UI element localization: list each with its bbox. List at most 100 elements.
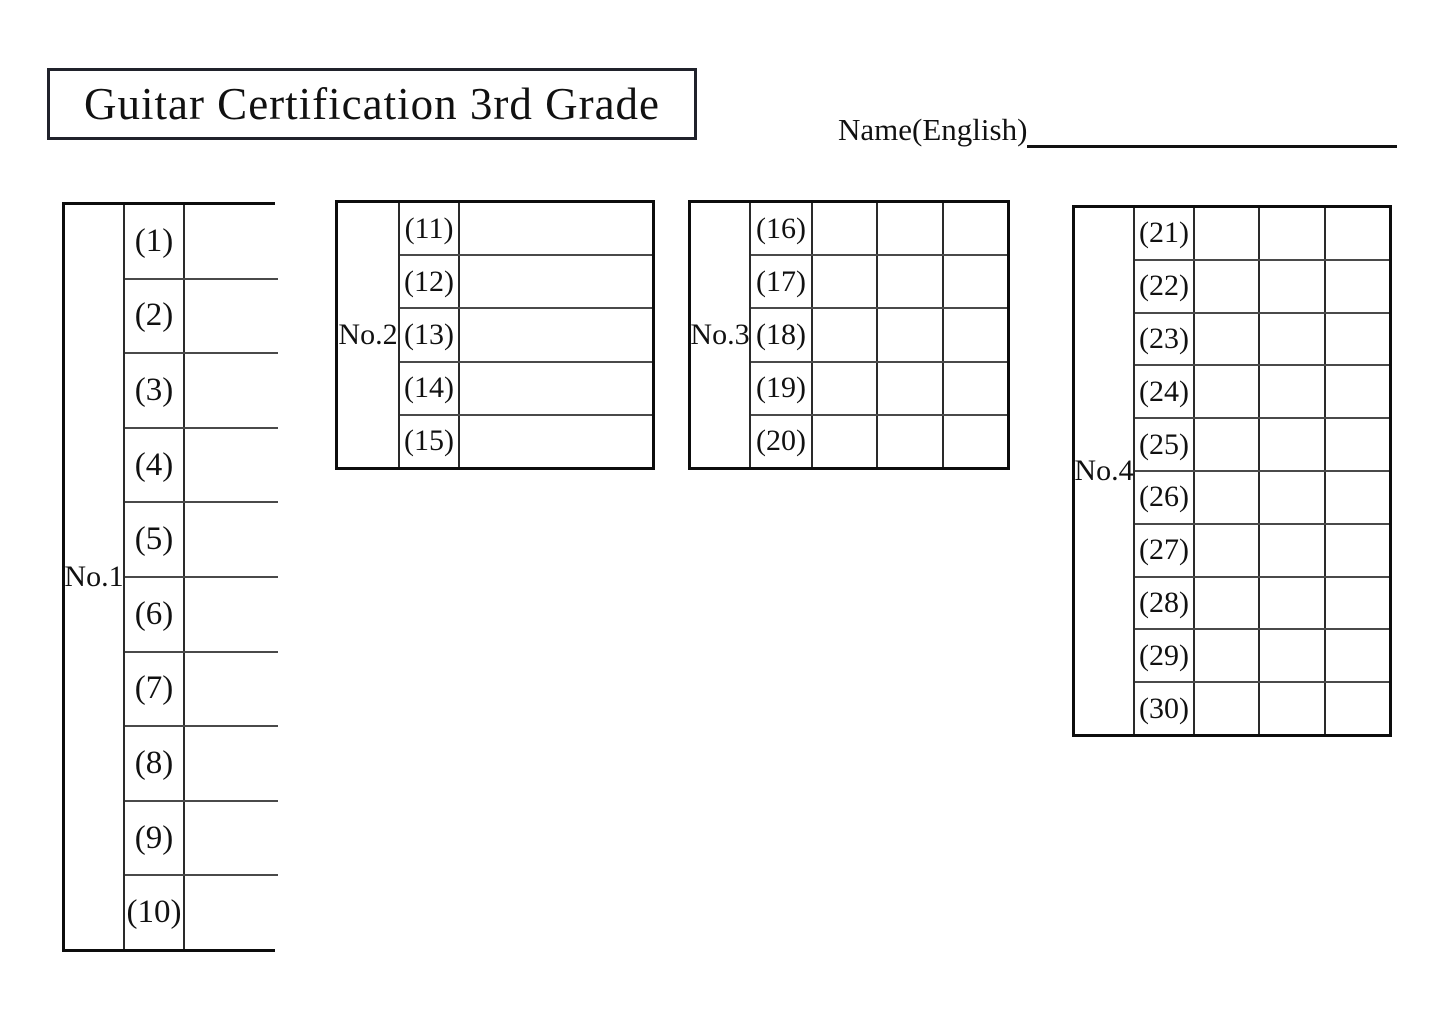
answer-cell[interactable]: [813, 362, 877, 414]
answer-cell[interactable]: [876, 362, 942, 414]
answer-cell[interactable]: [1195, 577, 1259, 629]
answer-cell[interactable]: [185, 652, 278, 726]
answer-cell[interactable]: [185, 428, 278, 502]
answer-cell[interactable]: [1323, 260, 1389, 312]
answer-cell[interactable]: [1258, 260, 1324, 312]
answer-cell[interactable]: [1195, 208, 1259, 259]
answer-cell[interactable]: [460, 256, 652, 308]
answer-cell[interactable]: [1323, 577, 1389, 629]
answer-cell[interactable]: [1195, 683, 1259, 734]
table-row: (7): [125, 650, 278, 726]
table-row: (24): [1135, 364, 1389, 418]
answer-cell[interactable]: [1258, 683, 1324, 734]
table-row: (29): [1135, 628, 1389, 682]
question-number: (4): [125, 428, 185, 502]
title-box: Guitar Certification 3rd Grade: [47, 68, 697, 140]
question-number: (10): [125, 876, 185, 949]
answer-cell[interactable]: [1323, 419, 1389, 470]
answer-cell[interactable]: [185, 205, 278, 278]
answer-cell[interactable]: [1258, 366, 1324, 418]
question-number: (5): [125, 503, 185, 576]
answer-cell[interactable]: [1195, 419, 1259, 470]
answer-cell[interactable]: [1258, 577, 1324, 629]
answer-cell[interactable]: [876, 415, 942, 468]
answer-cell[interactable]: [185, 279, 278, 353]
answer-cell[interactable]: [1195, 260, 1259, 312]
answer-cell[interactable]: [1195, 471, 1259, 523]
answer-cell[interactable]: [185, 503, 278, 576]
answer-cell[interactable]: [460, 362, 652, 414]
question-number: (27): [1135, 524, 1195, 576]
answer-table-no2: No.2 (11) (12) (13) (14) (15): [335, 200, 655, 470]
answer-cell[interactable]: [1258, 313, 1324, 365]
answer-cell[interactable]: [460, 203, 652, 255]
answer-cell[interactable]: [1195, 313, 1259, 365]
table-rows: (16) (17) (18) (19) (20): [751, 203, 1007, 468]
question-number: (7): [125, 652, 185, 726]
answer-cell[interactable]: [941, 309, 1007, 361]
answer-cell[interactable]: [941, 362, 1007, 414]
question-number: (16): [751, 203, 813, 255]
table-row: (25): [1135, 417, 1389, 470]
table-row: (18): [751, 307, 1007, 361]
question-number: (8): [125, 727, 185, 800]
answer-cell[interactable]: [813, 415, 877, 468]
question-number: (19): [751, 362, 813, 414]
question-number: (28): [1135, 577, 1195, 629]
question-number: (21): [1135, 208, 1195, 259]
answer-cell[interactable]: [1195, 524, 1259, 576]
answer-cell[interactable]: [876, 203, 942, 255]
answer-cell[interactable]: [1258, 208, 1324, 259]
answer-cell[interactable]: [1323, 630, 1389, 682]
answer-cell[interactable]: [185, 727, 278, 800]
table-row: (26): [1135, 469, 1389, 523]
answer-cell[interactable]: [1323, 313, 1389, 365]
name-row: Name(English): [838, 104, 1397, 148]
table-rows: (1) (2) (3) (4) (5) (6) (7) (8) (9) (10): [125, 205, 278, 949]
table-rows: (21) (22) (23) (24) (25) (26) (27) (28) (29) (30): [1135, 208, 1389, 734]
answer-cell[interactable]: [460, 309, 652, 361]
answer-cell[interactable]: [1323, 366, 1389, 418]
answer-cell[interactable]: [813, 203, 877, 255]
answer-cell[interactable]: [876, 256, 942, 308]
answer-cell[interactable]: [1258, 471, 1324, 523]
answer-cell[interactable]: [1258, 630, 1324, 682]
answer-cell[interactable]: [941, 203, 1007, 255]
question-number: (3): [125, 354, 185, 427]
table-row: (30): [1135, 681, 1389, 734]
table-row: (28): [1135, 575, 1389, 629]
answer-cell[interactable]: [185, 801, 278, 875]
table-row: (19): [751, 360, 1007, 414]
table-row: (2): [125, 277, 278, 353]
answer-cell[interactable]: [941, 415, 1007, 468]
answer-cell[interactable]: [1195, 366, 1259, 418]
answer-cell[interactable]: [1258, 524, 1324, 576]
answer-cell[interactable]: [1323, 683, 1389, 734]
answer-cell[interactable]: [876, 309, 942, 361]
answer-cell[interactable]: [185, 876, 278, 949]
table-row: (9): [125, 799, 278, 875]
answer-cell[interactable]: [1258, 419, 1324, 470]
answer-cell[interactable]: [1195, 630, 1259, 682]
question-number: (9): [125, 801, 185, 875]
answer-cell[interactable]: [813, 309, 877, 361]
answer-cell[interactable]: [941, 256, 1007, 308]
answer-cell[interactable]: [185, 354, 278, 427]
question-number: (11): [400, 203, 460, 255]
section-label: No.3: [690, 203, 751, 467]
question-number: (25): [1135, 419, 1195, 470]
answer-cell[interactable]: [813, 256, 877, 308]
table-row: (1): [125, 205, 278, 278]
answer-cell[interactable]: [1323, 208, 1389, 259]
answer-cell[interactable]: [1323, 471, 1389, 523]
answer-cell[interactable]: [1323, 524, 1389, 576]
table-row: (5): [125, 501, 278, 576]
section-label: No.2: [338, 203, 400, 467]
name-input-line[interactable]: [1027, 104, 1397, 148]
question-number: (12): [400, 256, 460, 308]
section-label: No.4: [1074, 208, 1135, 734]
answer-cell[interactable]: [460, 415, 652, 468]
section-label: No.1: [64, 205, 125, 949]
answer-cell[interactable]: [185, 577, 278, 651]
